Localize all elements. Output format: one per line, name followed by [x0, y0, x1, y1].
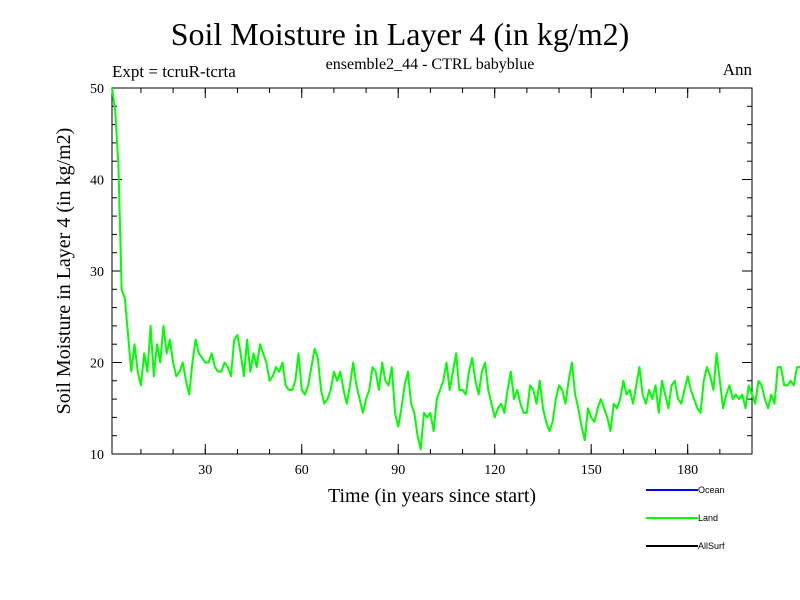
y-tick-label: 40 — [90, 174, 104, 189]
legend-label-land: Land — [698, 513, 718, 523]
x-axis-label: Time (in years since start) — [328, 485, 536, 507]
y-axis-label: Soil Moisture in Layer 4 (in kg/m2) — [53, 128, 75, 415]
plot-frame — [111, 87, 753, 455]
x-tick-label: 150 — [581, 463, 602, 478]
chart-title: Soil Moisture in Layer 4 (in kg/m2) — [170, 16, 630, 52]
x-tick-label: 90 — [391, 463, 405, 478]
legend-label-allsurf: AllSurf — [698, 541, 725, 551]
period-label: Ann — [722, 60, 752, 79]
x-tick-label: 180 — [677, 463, 698, 478]
x-tick-label: 120 — [484, 463, 505, 478]
legend-label-ocean: Ocean — [698, 485, 725, 495]
series-layer — [111, 87, 800, 451]
x-tick-label: 60 — [295, 463, 309, 478]
y-tick-label: 10 — [90, 448, 104, 463]
y-tick-label: 20 — [90, 357, 104, 372]
y-tick-label: 30 — [90, 265, 104, 280]
axis-ticks: 30 60 90 120 150 180 10 20 30 40 50 — [90, 82, 753, 478]
y-tick-label: 50 — [90, 82, 104, 97]
series-line-land — [111, 87, 800, 451]
chart-subtitle: ensemble2_44 - CTRL babyblue — [325, 56, 535, 73]
x-tick-label: 30 — [198, 463, 212, 478]
legend: Ocean Land AllSurf — [646, 485, 725, 551]
experiment-label: Expt = tcruR-tcrta — [112, 62, 236, 81]
